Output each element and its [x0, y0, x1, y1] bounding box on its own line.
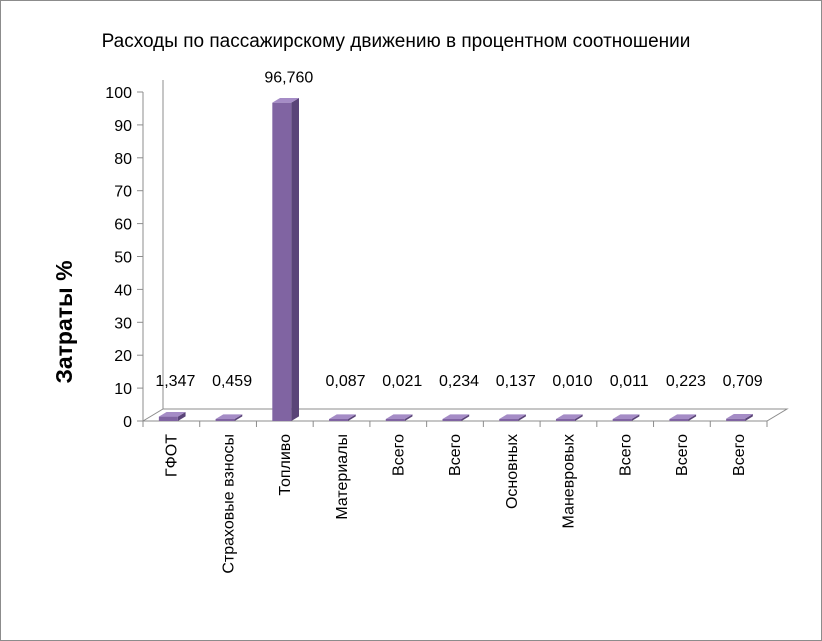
bar-side-2: [291, 98, 300, 421]
bar-top-3: [329, 414, 356, 419]
chart-title: Расходы по пассажирскому движению в проц…: [101, 31, 691, 52]
x-tick-label-9: Всего: [674, 434, 691, 476]
data-label-1: 0,459: [212, 373, 252, 390]
bar-top-6: [499, 414, 526, 419]
data-label-10: 0,709: [723, 373, 763, 390]
bar-side-1: [234, 414, 243, 421]
y-tick-label-1: 10: [114, 381, 132, 398]
bar-front-8: [612, 419, 632, 421]
bar-top-5: [442, 414, 470, 419]
bar-side-7: [574, 414, 583, 421]
bar-side-4: [404, 414, 413, 421]
y-tick-label-4: 40: [114, 282, 132, 299]
y-tick-label-2: 20: [114, 348, 132, 365]
bar-top-4: [385, 414, 413, 419]
y-tick-label-0: 0: [123, 414, 132, 431]
x-tick-label-4: Всего: [390, 434, 407, 476]
bar-front-6: [499, 419, 519, 421]
x-tick-label-3: Материалы: [334, 434, 351, 520]
bar-top-8: [612, 414, 640, 419]
y-tick-label-6: 60: [114, 217, 132, 234]
bar-front-3: [329, 419, 349, 421]
bar-top-7: [555, 414, 583, 419]
bar-front-2: [272, 102, 292, 421]
bar-front-10: [726, 418, 746, 421]
x-tick-label-0: ГФОТ: [164, 434, 181, 477]
data-label-8: 0,011: [610, 373, 649, 390]
bar-top-0: [158, 411, 186, 417]
y-tick-label-5: 50: [114, 250, 132, 267]
bar-side-6: [518, 414, 526, 421]
x-tick-label-6: Основных: [504, 434, 521, 509]
y-tick-label-10: 100: [105, 85, 132, 102]
y-tick-label-7: 70: [114, 184, 132, 201]
bar-side-5: [461, 414, 470, 421]
bar-side-10: [745, 414, 753, 421]
data-label-0: 1,347: [155, 373, 195, 390]
y-tick-label-3: 30: [114, 315, 132, 332]
bar-side-8: [631, 414, 640, 421]
data-label-9: 0,223: [666, 373, 706, 390]
x-tick-label-8: Всего: [617, 434, 634, 476]
data-label-2: 96,760: [264, 70, 313, 87]
bar-front-7: [555, 419, 575, 421]
bar-front-1: [215, 419, 235, 421]
x-tick-label-2: Топливо: [277, 434, 294, 496]
y-tick-label-8: 80: [114, 151, 132, 168]
bar-top-10: [726, 414, 753, 419]
data-label-5: 0,234: [439, 373, 479, 390]
data-label-4: 0,021: [382, 373, 422, 390]
bar-front-5: [442, 419, 462, 421]
bar-side-3: [348, 414, 356, 421]
bar-side-0: [177, 411, 186, 421]
y-tick-label-9: 90: [114, 118, 132, 135]
bar-front-0: [158, 416, 178, 421]
bar-top-9: [669, 414, 697, 419]
bar-front-9: [669, 419, 689, 421]
bar-top-1: [215, 414, 243, 419]
x-tick-label-5: Всего: [447, 434, 464, 476]
bar-top-2: [272, 98, 300, 103]
data-label-7: 0,010: [552, 373, 592, 390]
data-label-3: 0,087: [326, 373, 366, 390]
x-tick-label-10: Всего: [731, 434, 748, 476]
x-tick-label-7: Маневровых: [561, 434, 578, 528]
y-axis-title: Затраты %: [51, 260, 77, 383]
x-tick-label-1: Страховые взносы: [220, 434, 237, 574]
bar-side-9: [688, 414, 697, 421]
bar-front-4: [385, 419, 405, 421]
data-label-6: 0,137: [496, 373, 536, 390]
